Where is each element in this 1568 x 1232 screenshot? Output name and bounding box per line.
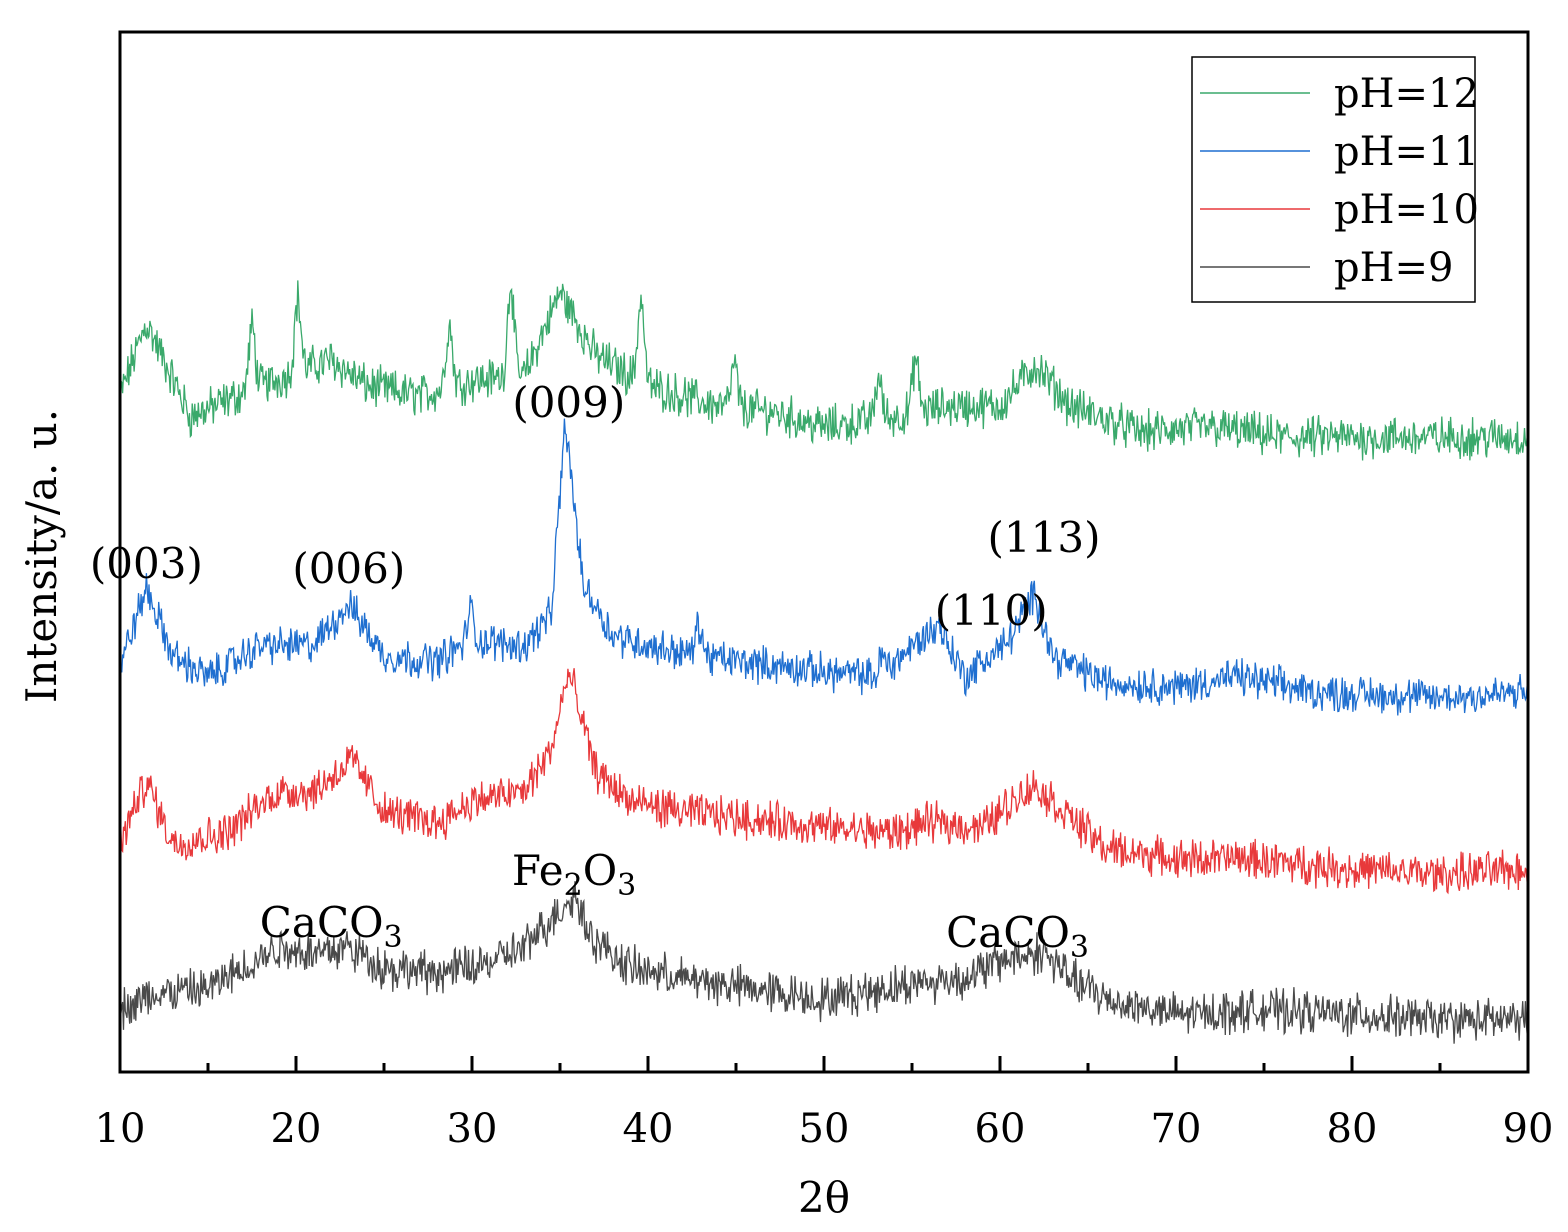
x-tick-label-90: 90 bbox=[1503, 1106, 1554, 1152]
x-axis-ticks: 10 20 30 40 50 60 70 80 90 bbox=[95, 1056, 1554, 1152]
annotation-4: (113) bbox=[988, 513, 1101, 562]
legend-label-ph9: pH=9 bbox=[1334, 245, 1453, 291]
series-line-ph9 bbox=[119, 881, 1529, 1044]
x-tick-label-40: 40 bbox=[623, 1106, 674, 1152]
x-tick-label-30: 30 bbox=[447, 1106, 498, 1152]
series-layer bbox=[119, 280, 1529, 1044]
annotation-3: (110) bbox=[935, 586, 1048, 635]
annotation-1: (006) bbox=[292, 544, 405, 593]
annotation-5: Fe2O3 bbox=[512, 846, 636, 903]
series-line-ph12 bbox=[119, 280, 1529, 461]
x-tick-label-70: 70 bbox=[1151, 1106, 1202, 1152]
series-line-ph10 bbox=[119, 668, 1529, 895]
x-tick-label-10: 10 bbox=[95, 1106, 146, 1152]
peak-annotations: (003) (006) (009) (110) (113) Fe2O3 CaCO3 CaCO3 bbox=[90, 378, 1101, 965]
annotation-6: CaCO3 bbox=[260, 898, 403, 955]
x-tick-label-60: 60 bbox=[975, 1106, 1026, 1152]
legend-label-ph11: pH=11 bbox=[1334, 129, 1479, 175]
x-tick-label-50: 50 bbox=[799, 1106, 850, 1152]
annotation-0: (003) bbox=[90, 539, 203, 588]
legend-label-ph10: pH=10 bbox=[1334, 187, 1479, 233]
annotation-7: CaCO3 bbox=[946, 908, 1089, 965]
legend-box bbox=[1191, 56, 1476, 303]
x-tick-label-80: 80 bbox=[1327, 1106, 1378, 1152]
y-axis-title: Intensity/a. u. bbox=[17, 409, 66, 703]
series-line-ph11 bbox=[119, 418, 1529, 716]
annotation-2: (009) bbox=[512, 378, 625, 427]
x-axis-title: 2θ bbox=[798, 1173, 850, 1222]
legend: pH=12 pH=11 pH=10 pH=9 bbox=[1191, 56, 1479, 303]
legend-label-ph12: pH=12 bbox=[1334, 71, 1479, 117]
x-tick-label-20: 20 bbox=[271, 1106, 322, 1152]
